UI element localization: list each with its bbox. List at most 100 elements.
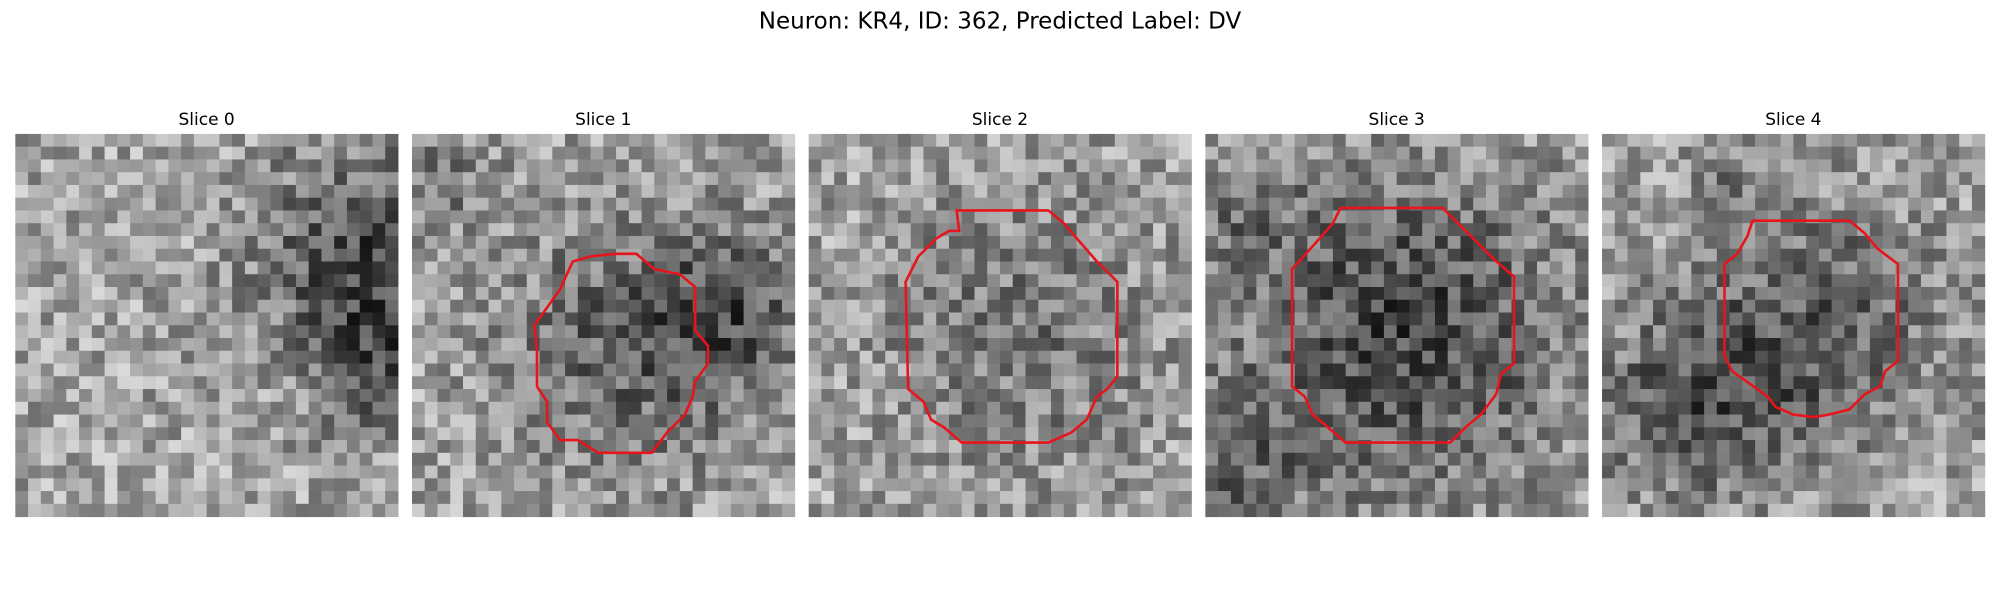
pixel	[1818, 184, 1833, 199]
pixel	[1153, 325, 1167, 339]
pixel	[1920, 427, 1935, 441]
pixel	[66, 503, 80, 518]
pixel	[1256, 159, 1270, 173]
pixel	[679, 210, 694, 224]
pixel	[1895, 465, 1909, 479]
pixel	[692, 235, 706, 250]
pixel	[1882, 184, 1896, 199]
pixel	[1742, 172, 1756, 186]
pixel	[130, 299, 144, 313]
pixel	[1869, 235, 1884, 250]
pixel	[1230, 248, 1245, 262]
pixel	[1012, 159, 1027, 173]
pixel	[1205, 440, 1219, 454]
pixel	[257, 465, 271, 479]
pixel	[808, 312, 822, 326]
pixel	[142, 159, 157, 173]
pixel	[1307, 478, 1321, 492]
pixel	[514, 465, 528, 479]
pixel	[834, 427, 848, 441]
pixel	[910, 146, 924, 160]
pixel	[565, 452, 579, 467]
pixel	[308, 452, 322, 467]
pixel	[1933, 261, 1947, 275]
pixel	[1140, 452, 1154, 467]
pixel	[667, 184, 681, 199]
pixel	[1383, 478, 1398, 492]
pixel	[514, 376, 528, 390]
pixel	[514, 440, 528, 454]
pixel	[130, 427, 144, 441]
pixel	[1460, 491, 1474, 505]
pixel	[1614, 210, 1629, 224]
pixel	[488, 325, 502, 339]
pixel	[1971, 491, 1986, 505]
pixel	[987, 389, 1001, 403]
pixel	[1051, 440, 1065, 454]
pixel	[808, 184, 822, 199]
pixel	[1831, 427, 1845, 441]
pixel	[565, 478, 579, 492]
pixel	[308, 261, 322, 275]
pixel	[679, 427, 694, 441]
pixel	[1102, 223, 1116, 237]
pixel	[1857, 172, 1871, 186]
pixel	[1755, 401, 1769, 416]
pixel	[1434, 223, 1449, 237]
pixel	[1473, 274, 1487, 288]
pixel	[718, 452, 732, 467]
pixel	[1230, 133, 1245, 148]
pixel	[1511, 210, 1525, 224]
pixel	[1524, 414, 1538, 428]
pixel	[385, 235, 399, 250]
pixel	[781, 503, 796, 518]
pixel	[1818, 248, 1833, 262]
pixel	[488, 363, 502, 377]
pixel	[603, 491, 617, 505]
pixel	[1332, 325, 1347, 339]
pixel	[616, 478, 630, 492]
pixel	[897, 503, 912, 518]
pixel	[1089, 286, 1103, 301]
pixel	[411, 235, 426, 250]
pixel	[308, 414, 322, 428]
pixel	[359, 465, 373, 479]
pixel	[948, 197, 963, 211]
pixel	[1729, 274, 1743, 288]
pixel	[1959, 440, 1973, 454]
pixel	[936, 452, 950, 467]
pixel	[1895, 503, 1909, 518]
pixel	[1908, 299, 1922, 313]
pixel	[1345, 146, 1359, 160]
pixel	[372, 376, 386, 390]
pixel	[526, 133, 541, 148]
pixel	[730, 478, 745, 492]
pixel	[1076, 452, 1090, 467]
pixel	[244, 184, 259, 199]
pixel	[1371, 248, 1385, 262]
pixel	[730, 503, 745, 518]
pixel	[295, 350, 310, 365]
pixel	[1294, 478, 1308, 492]
pixel	[1665, 491, 1680, 505]
pixel	[1742, 261, 1756, 275]
pixel	[1575, 389, 1589, 403]
pixel	[1665, 146, 1680, 160]
pixel	[1460, 159, 1474, 173]
pixel	[1127, 325, 1141, 339]
pixel	[1575, 312, 1589, 326]
pixel	[743, 172, 757, 186]
pixel	[257, 350, 271, 365]
pixel	[501, 376, 515, 390]
pixel	[1818, 338, 1833, 352]
pixel	[1780, 363, 1794, 377]
pixel	[1063, 133, 1078, 148]
pixel	[885, 133, 899, 148]
pixel	[641, 338, 655, 352]
pixel	[168, 197, 182, 211]
pixel	[885, 312, 899, 326]
pixel	[808, 286, 822, 301]
pixel	[1243, 465, 1257, 479]
pixel	[1269, 197, 1283, 211]
pixel	[1602, 286, 1616, 301]
